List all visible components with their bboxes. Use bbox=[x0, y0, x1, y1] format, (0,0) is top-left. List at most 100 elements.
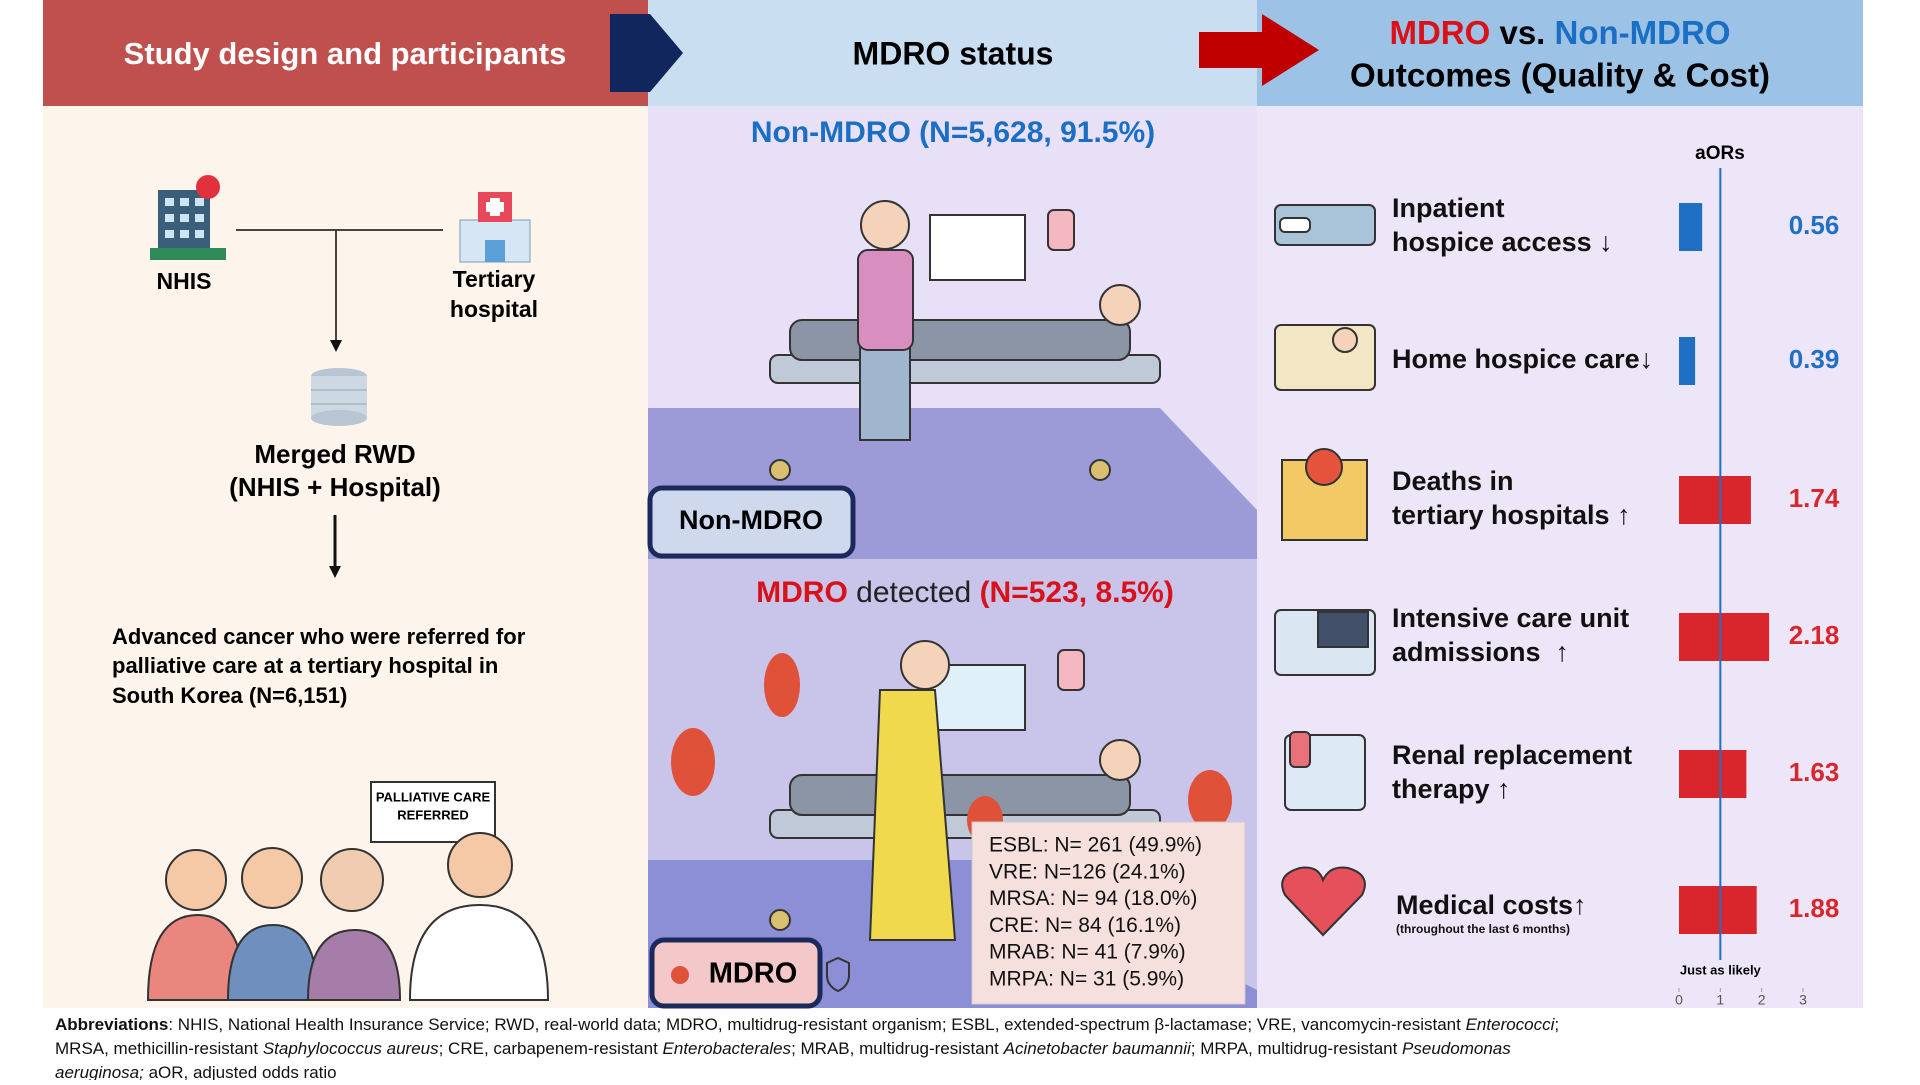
node-label: Merged RWD bbox=[254, 439, 415, 469]
bar bbox=[1679, 476, 1751, 524]
footer-segment: aOR, adjusted odds ratio bbox=[144, 1063, 337, 1080]
badge-text: MDRO bbox=[709, 958, 798, 990]
organism-stat: MRSA: N= 94 (18.0%) bbox=[989, 887, 1197, 910]
node-label: hospital bbox=[450, 296, 538, 322]
footer-segment: Abbreviations bbox=[55, 1015, 168, 1034]
database-icon bbox=[311, 368, 367, 426]
badge-icon bbox=[826, 956, 850, 993]
footer-segment: ; MRPA, multidrug-resistant bbox=[1191, 1039, 1402, 1058]
bar bbox=[1679, 203, 1703, 251]
title-part: vs. bbox=[1490, 14, 1554, 51]
footer-segment: Acinetobacter baumannii bbox=[1003, 1039, 1192, 1058]
group-name: Non-MDRO bbox=[751, 116, 911, 149]
header-band bbox=[648, 0, 1257, 106]
outcome-label: Renal replacement bbox=[1392, 740, 1632, 770]
node-label: NHIS bbox=[157, 268, 212, 294]
group-title: MDRO detected (N=523, 8.5%) bbox=[756, 576, 1174, 609]
aor-chart: aORs 0 1 2 3 0.56 Inpatient hospice access ↓ 0.3… bbox=[1392, 143, 1840, 1008]
population-text: palliative care at a tertiary hospital i… bbox=[112, 653, 498, 678]
outcome-label: hospice access ↓ bbox=[1392, 227, 1613, 257]
bar bbox=[1679, 613, 1770, 661]
footer-segment: Enterococci bbox=[1466, 1015, 1556, 1034]
outcome-label: Intensive care unit bbox=[1392, 603, 1629, 633]
x-tick-label: 0 bbox=[1675, 992, 1683, 1008]
section-title: Study design and participants bbox=[124, 36, 567, 71]
value-label: 1.63 bbox=[1789, 757, 1840, 787]
arrowhead bbox=[329, 566, 341, 578]
outcome-label: tertiary hospitals ↑ bbox=[1392, 500, 1631, 530]
footer-segment: Staphylococcus aureus bbox=[263, 1039, 439, 1058]
organism-stat: MRAB: N= 41 (7.9%) bbox=[989, 941, 1186, 964]
footer-segment: ; MRAB, multidrug-resistant bbox=[791, 1039, 1004, 1058]
value-label: 0.56 bbox=[1789, 210, 1840, 240]
panel bbox=[1257, 106, 1863, 1008]
organism-box bbox=[971, 821, 1246, 1005]
organism-stat: MRPA: N= 31 (5.9%) bbox=[989, 968, 1184, 991]
footer-line: MRSA, methicillin-resistant Staphylococc… bbox=[55, 1039, 1511, 1058]
footer-segment: aeruginosa; bbox=[55, 1063, 144, 1080]
arrow bbox=[610, 14, 683, 92]
axis-title: aORs bbox=[1695, 143, 1745, 164]
sign-text: REFERRED bbox=[397, 807, 469, 822]
footer-line: Abbreviations: NHIS, National Health Ins… bbox=[55, 1015, 1559, 1034]
node-label: Tertiary bbox=[453, 266, 536, 292]
section-title: MDRO vs. Non-MDRO bbox=[1389, 14, 1730, 51]
value-label: 2.18 bbox=[1789, 620, 1840, 650]
outcome-label: admissions ↑ bbox=[1392, 637, 1569, 667]
footer-segment: MRSA, methicillin-resistant bbox=[55, 1039, 263, 1058]
title-part: Non-MDRO bbox=[1555, 14, 1731, 51]
header-band bbox=[43, 0, 648, 106]
nhis-icon bbox=[150, 175, 226, 260]
group-stats: (N=523, 8.5%) bbox=[980, 576, 1174, 609]
footer-segment: Enterobacterales bbox=[663, 1039, 792, 1058]
outcome-label: therapy ↑ bbox=[1392, 774, 1511, 804]
footer-segment: ; bbox=[1554, 1015, 1559, 1034]
outcome-label: Deaths in bbox=[1392, 466, 1514, 496]
header-band bbox=[1257, 0, 1863, 106]
abbreviations: Abbreviations: NHIS, National Health Ins… bbox=[55, 1015, 1559, 1082]
organism-stat: VRE: N=126 (24.1%) bbox=[989, 860, 1186, 883]
outcome-icons bbox=[1274, 204, 1376, 937]
footer-segment: : NHIS, National Health Insurance Servic… bbox=[168, 1015, 1465, 1034]
group-stats: (N=5,628, 91.5%) bbox=[911, 116, 1155, 149]
bed-illustration bbox=[769, 200, 1161, 481]
section-title: MDRO status bbox=[853, 35, 1054, 71]
hospital-icon bbox=[459, 192, 531, 263]
footer-segment: ; CRE, carbapenem-resistant bbox=[439, 1039, 663, 1058]
bar bbox=[1679, 750, 1747, 798]
x-tick-label: 1 bbox=[1716, 992, 1724, 1008]
value-label: 1.88 bbox=[1789, 893, 1840, 923]
value-label: 0.39 bbox=[1789, 344, 1840, 374]
sign bbox=[370, 781, 496, 843]
group-title: Non-MDRO (N=5,628, 91.5%) bbox=[751, 116, 1155, 149]
x-tick-label: 2 bbox=[1758, 992, 1766, 1008]
section-subtitle: Outcomes (Quality & Cost) bbox=[1350, 57, 1770, 94]
reference-label: Just as likely bbox=[1680, 962, 1762, 977]
footer-segment: Pseudomonas bbox=[1402, 1039, 1511, 1058]
outcome-note: (throughout the last 6 months) bbox=[1396, 922, 1570, 936]
bacteria bbox=[671, 653, 1232, 844]
title-part: MDRO bbox=[1389, 14, 1490, 51]
population-text: Advanced cancer who were referred for bbox=[112, 624, 526, 649]
badge-icon bbox=[671, 966, 689, 984]
organism-stat: CRE: N= 84 (16.1%) bbox=[989, 914, 1181, 937]
footer-line: aeruginosa; aOR, adjusted odds ratio bbox=[55, 1063, 337, 1080]
value-label: 1.74 bbox=[1789, 483, 1840, 513]
organism-stat: ESBL: N= 261 (49.9%) bbox=[989, 834, 1202, 857]
organism-list: ESBL: N= 261 (49.9%) VRE: N=126 (24.1%) MR… bbox=[989, 834, 1202, 991]
outcome-label: Medical costs↑ bbox=[1396, 890, 1587, 920]
group-detected: detected bbox=[848, 576, 980, 609]
arrow bbox=[1199, 14, 1319, 86]
group-name: MDRO bbox=[756, 576, 848, 609]
outcome-label: Inpatient bbox=[1392, 193, 1505, 223]
badge-text: Non-MDRO bbox=[679, 505, 823, 535]
outcome-label: Home hospice care↓ bbox=[1392, 344, 1653, 374]
node-label: (NHIS + Hospital) bbox=[229, 472, 441, 502]
people-illustration bbox=[146, 832, 550, 1001]
bar bbox=[1679, 886, 1757, 934]
x-tick-label: 3 bbox=[1799, 992, 1807, 1008]
bed-illustration bbox=[769, 640, 1161, 941]
badge bbox=[649, 937, 823, 1009]
